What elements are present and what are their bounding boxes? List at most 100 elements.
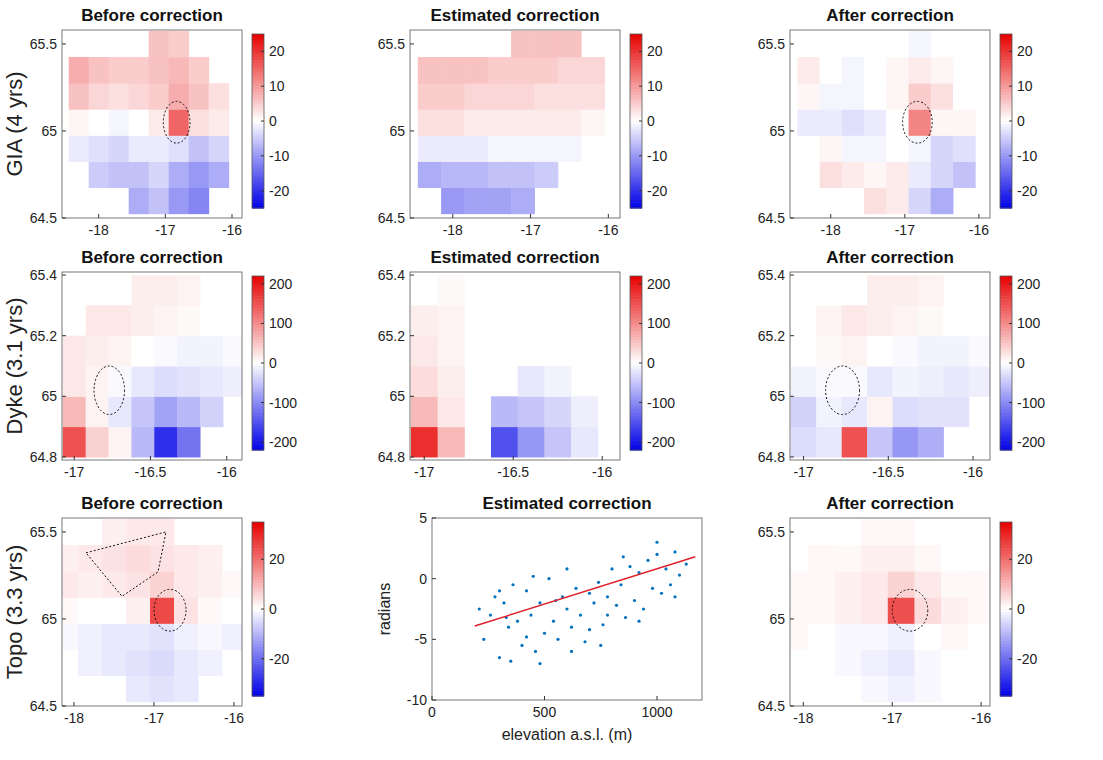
cell xyxy=(816,305,842,336)
cell xyxy=(511,161,535,188)
colorbar-tick xyxy=(1009,190,1012,191)
colorbar-frame xyxy=(252,34,264,208)
cell xyxy=(438,336,465,367)
point xyxy=(628,565,631,568)
cell xyxy=(209,109,230,136)
cell xyxy=(438,396,465,427)
x-tick xyxy=(234,702,235,706)
cell xyxy=(941,597,968,624)
colorbar-tick-label: 100 xyxy=(647,315,671,331)
colorbar-tick-label: -10 xyxy=(647,148,667,164)
x-tick xyxy=(981,702,982,706)
cell xyxy=(816,366,842,397)
point xyxy=(583,640,586,643)
point xyxy=(538,601,541,604)
cell xyxy=(418,109,442,136)
cell xyxy=(109,396,132,427)
x-tick-label: -16.5 xyxy=(872,464,904,480)
point xyxy=(502,601,505,604)
colorbar-tick xyxy=(639,121,642,122)
point xyxy=(565,567,568,570)
cell xyxy=(109,83,129,110)
cell xyxy=(790,623,808,650)
x-tick-label: -17 xyxy=(793,464,813,480)
x-tick xyxy=(657,696,658,700)
y-tick-label: 64.8 xyxy=(30,449,57,465)
colorbar-frame xyxy=(1000,522,1012,696)
cell xyxy=(571,396,598,427)
cell xyxy=(150,623,175,650)
cell xyxy=(558,31,582,58)
cell xyxy=(102,519,127,546)
cell xyxy=(861,676,888,703)
cell xyxy=(797,83,820,110)
colorbar-tick-label: 10 xyxy=(269,78,285,94)
cell xyxy=(174,649,199,676)
point xyxy=(597,581,600,584)
colorbar-tick xyxy=(1009,442,1012,443)
x-tick xyxy=(978,214,979,218)
cell xyxy=(189,188,210,215)
x-tick-label: -18 xyxy=(793,710,813,726)
cell xyxy=(129,188,150,215)
cell xyxy=(131,396,154,427)
y-tick xyxy=(410,275,414,276)
plot-area xyxy=(63,275,242,457)
point xyxy=(673,595,676,598)
y-tick xyxy=(62,618,66,619)
cell xyxy=(941,623,968,650)
cell xyxy=(886,188,909,215)
cell xyxy=(867,427,893,458)
map-panel: -17-16.5-1664.86565.265.4After correctio… xyxy=(758,248,1045,480)
point xyxy=(619,583,622,586)
x-tick xyxy=(452,214,453,218)
cell xyxy=(918,275,944,306)
x-tick-label: 0 xyxy=(428,704,436,720)
point xyxy=(538,662,541,665)
y-tick-label: 64.5 xyxy=(30,210,57,226)
y-tick-label: 65 xyxy=(389,123,405,139)
cell xyxy=(797,135,820,162)
colorbar-tick-label: 10 xyxy=(647,78,663,94)
cell xyxy=(69,57,90,84)
point xyxy=(622,555,625,558)
colorbar-tick xyxy=(1009,155,1012,156)
colorbar-frame xyxy=(252,522,264,696)
x-tick xyxy=(432,696,433,700)
cell xyxy=(109,336,132,367)
cell xyxy=(89,135,110,162)
plot-frame xyxy=(62,518,242,706)
panel-title: After correction xyxy=(826,6,954,25)
cell xyxy=(441,188,465,215)
point xyxy=(664,567,667,570)
cell xyxy=(861,545,888,572)
y-tick xyxy=(790,531,794,532)
cell xyxy=(102,597,127,624)
cell xyxy=(464,83,488,110)
y-tick-label: 65 xyxy=(41,611,57,627)
colorbar-tick-label: -20 xyxy=(1017,183,1037,199)
cell xyxy=(842,161,865,188)
colorbar-tick xyxy=(1009,363,1012,364)
point xyxy=(673,550,676,553)
panel-title: Before correction xyxy=(81,248,223,267)
cell xyxy=(86,305,109,336)
point xyxy=(655,553,658,556)
y-tick xyxy=(790,618,794,619)
y-tick xyxy=(790,456,794,457)
x-tick xyxy=(226,456,227,460)
cell xyxy=(834,597,861,624)
cell xyxy=(154,396,177,427)
x-axis-title: elevation a.s.l. (m) xyxy=(502,726,633,743)
cell xyxy=(953,109,976,136)
x-tick-label: -16.5 xyxy=(497,464,529,480)
cell xyxy=(581,83,605,110)
point xyxy=(552,620,555,623)
cell xyxy=(909,31,932,58)
point xyxy=(478,607,481,610)
cell xyxy=(790,545,808,572)
cell xyxy=(864,109,887,136)
y-axis-title: radians xyxy=(376,583,393,635)
y-tick-label: 65.2 xyxy=(758,328,785,344)
figure: -18-17-1664.56565.5Before correction-20-… xyxy=(0,0,1103,760)
